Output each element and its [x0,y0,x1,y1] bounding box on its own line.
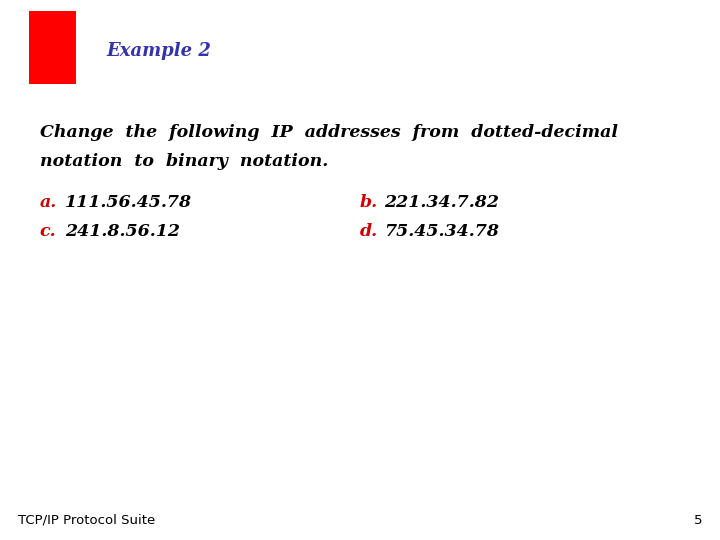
Text: TCP/IP Protocol Suite: TCP/IP Protocol Suite [18,514,156,526]
Text: c.: c. [40,222,56,240]
Text: Change  the  following  IP  addresses  from  dotted-decimal: Change the following IP addresses from d… [40,124,618,141]
Text: b.: b. [360,194,378,211]
Text: d.: d. [360,222,378,240]
Text: 75.45.34.78: 75.45.34.78 [384,222,500,240]
Text: Example 2: Example 2 [107,42,212,60]
Text: a.: a. [40,194,57,211]
Text: notation  to  binary  notation.: notation to binary notation. [40,153,328,171]
Bar [29,11,76,84]
Text: 111.56.45.78: 111.56.45.78 [65,194,192,211]
Text: 5: 5 [693,514,702,526]
Text: 241.8.56.12: 241.8.56.12 [65,222,180,240]
Text: 221.34.7.82: 221.34.7.82 [384,194,500,211]
